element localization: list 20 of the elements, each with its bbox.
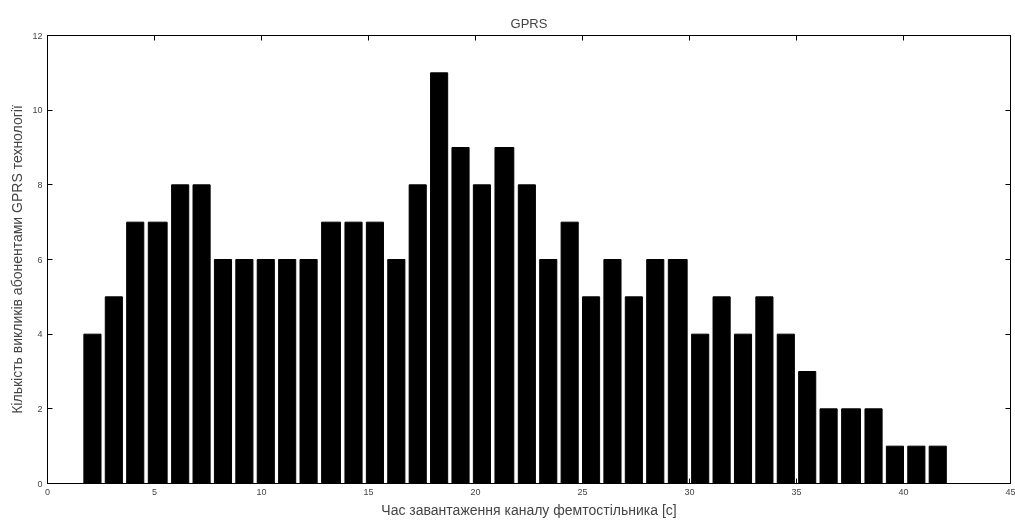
x-tick-label: 40 — [898, 486, 909, 497]
y-tick-label: 8 — [37, 179, 43, 190]
x-axis-title: Час завантаження каналу фемтостільника [c] — [381, 501, 677, 518]
x-tick-label: 15 — [363, 486, 374, 497]
y-tick-label: 0 — [37, 478, 43, 489]
x-tick-label: 5 — [152, 486, 158, 497]
x-tick-label: 45 — [1005, 486, 1015, 497]
x-tick-label: 20 — [470, 486, 481, 497]
y-axis-title: Кількість викликів абонентами GPRS технології — [9, 105, 26, 414]
x-tick-label: 25 — [577, 486, 588, 497]
y-tick-label: 10 — [32, 105, 43, 116]
chart-title: GPRS — [510, 15, 548, 31]
y-tick-label: 12 — [32, 30, 43, 41]
y-tick-label: 2 — [37, 403, 43, 414]
x-tick-label: 10 — [256, 486, 267, 497]
y-tick-label: 4 — [37, 329, 43, 340]
y-tick-label: 6 — [37, 254, 43, 265]
x-tick-label: 35 — [791, 486, 802, 497]
x-tick-label: 30 — [684, 486, 695, 497]
x-tick-label: 0 — [45, 486, 51, 497]
